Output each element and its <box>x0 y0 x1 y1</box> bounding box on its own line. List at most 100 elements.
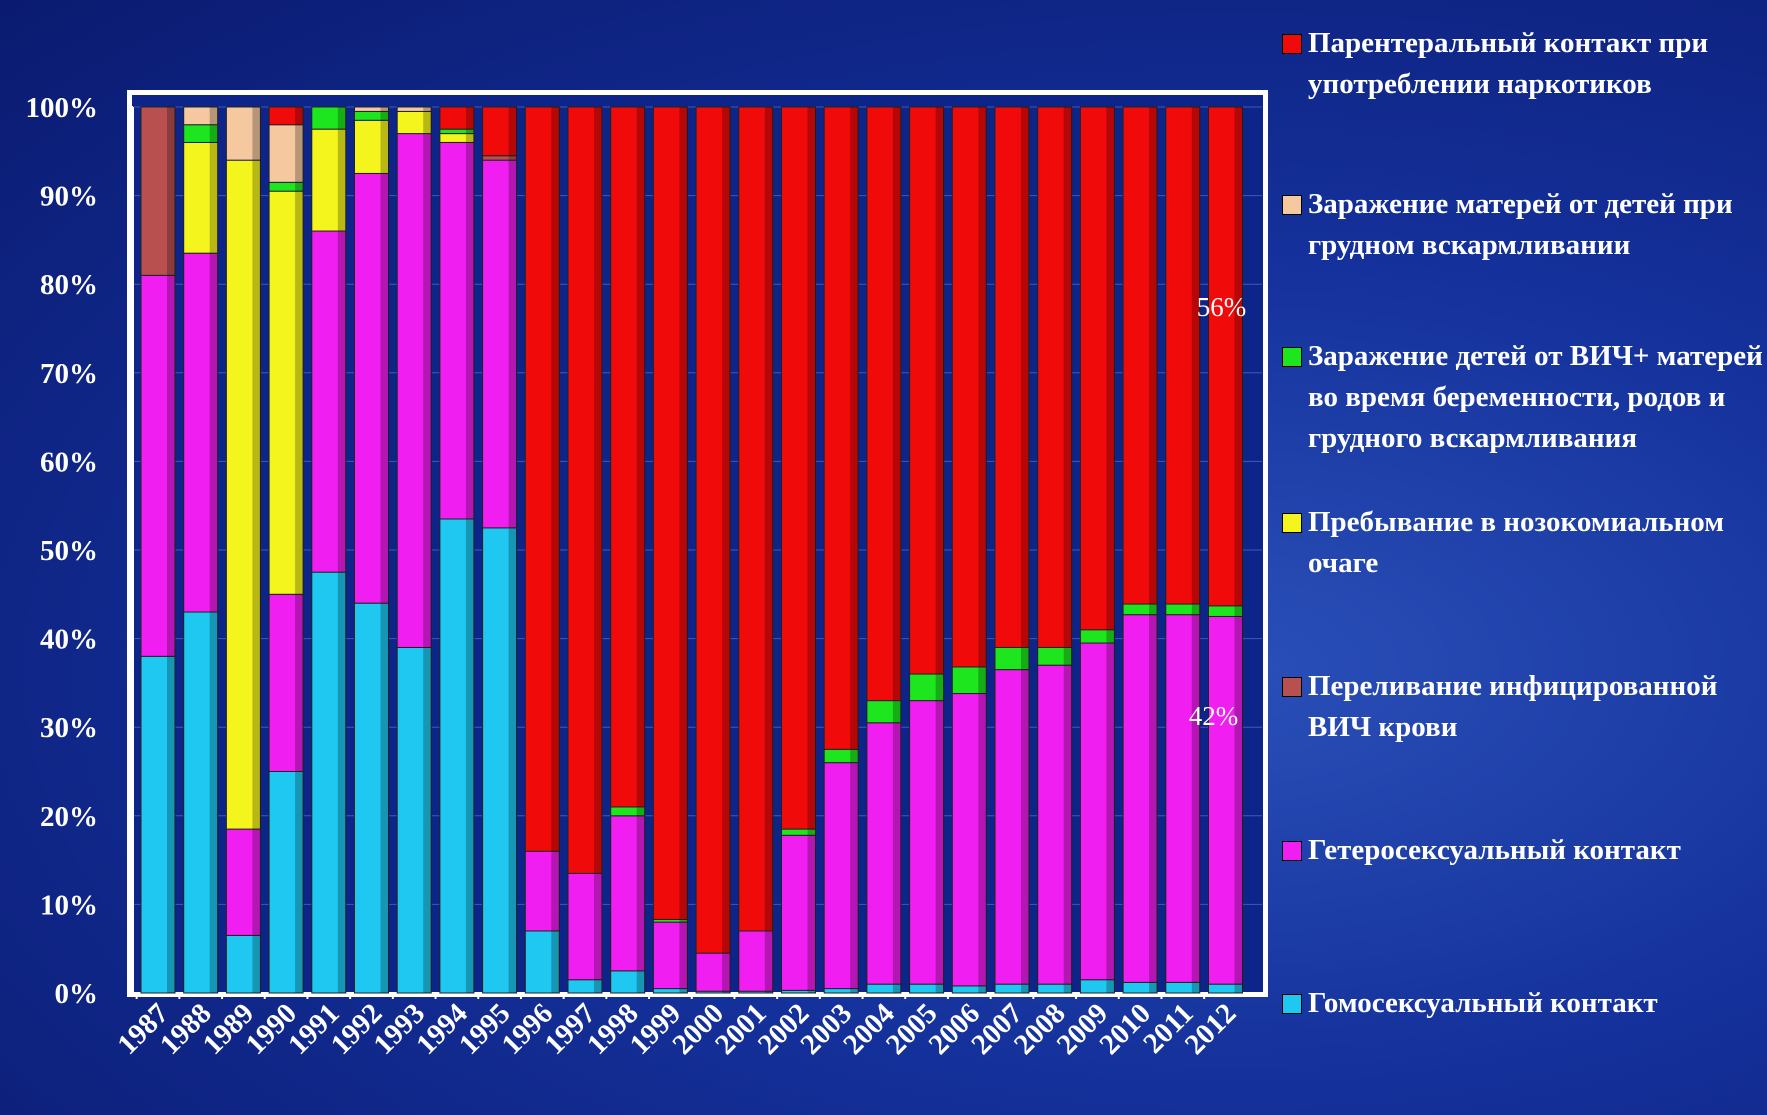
bar-side <box>1063 647 1072 666</box>
bar-side <box>807 107 816 830</box>
bar-side <box>209 124 218 143</box>
bar-side <box>423 107 432 112</box>
bar-segment <box>396 646 432 994</box>
bar-side <box>1021 669 1029 985</box>
bar-side <box>508 160 517 528</box>
bar-side <box>722 107 731 954</box>
bar-segment <box>994 106 1030 648</box>
bar-segment <box>268 106 304 126</box>
bar-segment <box>396 133 432 648</box>
bar-segment <box>1122 614 1158 983</box>
legend-label: Заражение матерей от детей при грудном в… <box>1308 188 1733 261</box>
bar-side <box>1063 665 1072 985</box>
y-tick-label: 60% <box>40 446 98 478</box>
bar-side <box>850 749 859 763</box>
bar-segment <box>311 106 347 130</box>
bar-segment <box>183 141 219 254</box>
y-tick-label: 30% <box>40 712 98 744</box>
bar-side <box>807 835 816 991</box>
bar-side <box>167 275 175 657</box>
bar-side <box>337 107 346 130</box>
bar-side <box>1021 107 1029 648</box>
bar-side <box>337 572 346 993</box>
bar-side <box>1106 629 1115 644</box>
bar-side <box>465 142 474 519</box>
bar-side <box>1191 604 1200 615</box>
bar-segment <box>951 693 987 987</box>
bar-segment <box>439 141 475 520</box>
bar-side <box>636 815 645 971</box>
bar-side <box>764 991 773 993</box>
bar-segment <box>909 700 945 985</box>
bar-side <box>892 700 901 723</box>
bar-side <box>1234 107 1243 606</box>
bar-segment <box>140 106 176 276</box>
bar-side <box>1021 984 1029 993</box>
bar-side <box>295 191 304 595</box>
bar-side <box>1191 982 1200 993</box>
bar-segment <box>1165 106 1201 605</box>
y-tick-label: 80% <box>40 269 98 301</box>
bar-segment <box>396 106 432 112</box>
bar-side <box>252 160 261 830</box>
bar-segment <box>781 106 816 830</box>
bar-side <box>209 142 218 254</box>
bar-side <box>1106 107 1115 630</box>
bar-segment <box>1079 106 1115 631</box>
legend-item: Гетеросексуальный контакт <box>1280 830 1767 871</box>
bar-segment <box>1079 642 1115 981</box>
bar-side <box>209 612 218 993</box>
bar-side <box>1021 647 1029 670</box>
bar-side <box>1106 979 1115 993</box>
bar-segment <box>1208 106 1243 607</box>
legend-label: Заражение детей от ВИЧ+ матерей во время… <box>1308 340 1763 454</box>
bar-side <box>1063 107 1072 648</box>
bar-side <box>1149 107 1158 605</box>
bar-side <box>380 120 389 174</box>
bar-side <box>978 985 987 993</box>
bar-side <box>209 253 218 613</box>
bar-segment <box>823 106 859 750</box>
bar-segment <box>439 518 475 994</box>
legend-label: Гомосексуальный контакт <box>1308 987 1658 1019</box>
y-tick-label: 10% <box>40 889 98 921</box>
bar-side <box>594 873 602 980</box>
bar-side <box>935 107 944 675</box>
bar-side <box>423 647 432 993</box>
bar-side <box>423 111 432 134</box>
bar-side <box>465 518 474 993</box>
legend-label: Гетеросексуальный контакт <box>1308 834 1681 866</box>
bar-segment <box>738 106 774 932</box>
legend-item: Заражение детей от ВИЧ+ матерей во время… <box>1280 336 1767 459</box>
bar-side <box>594 107 602 874</box>
bar-side <box>551 930 560 993</box>
bar-side <box>551 851 560 931</box>
bar-segment <box>738 930 774 992</box>
bar-segment <box>354 172 389 604</box>
bar-side <box>892 722 901 985</box>
bar-side <box>380 603 389 993</box>
y-tick-label: 90% <box>40 181 98 213</box>
bar-side <box>935 700 944 985</box>
bar-segment <box>610 815 646 972</box>
bar-side <box>295 594 304 772</box>
legend-label: Парентеральный контакт при употреблении … <box>1308 27 1709 100</box>
bar-segment <box>268 771 304 994</box>
y-tick-label: 40% <box>40 624 98 656</box>
bar-side <box>295 771 304 993</box>
legend-item: Парентеральный контакт при употреблении … <box>1280 23 1767 105</box>
bar-side <box>508 527 517 993</box>
bar-segment <box>1037 106 1073 648</box>
y-tick-label: 100% <box>26 92 99 124</box>
y-tick-label: 50% <box>40 535 98 567</box>
bar-segment <box>225 106 261 161</box>
bar-segment <box>354 602 389 994</box>
bar-side <box>850 762 859 989</box>
bar-side <box>1063 984 1072 993</box>
bar-side <box>807 990 816 993</box>
bar-segment <box>1208 615 1243 985</box>
bar-side <box>636 107 645 807</box>
bar-segment <box>311 571 347 994</box>
bar-side <box>722 953 731 992</box>
